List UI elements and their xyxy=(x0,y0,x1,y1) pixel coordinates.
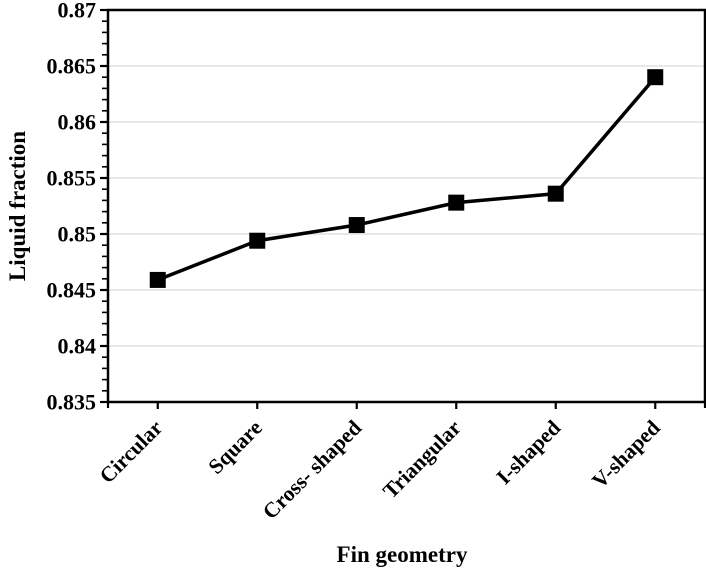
data-series-group xyxy=(149,69,664,288)
data-point-marker xyxy=(647,69,664,86)
data-point-marker xyxy=(149,271,166,288)
x-tick-label: I-shaped xyxy=(492,416,566,490)
y-axis-ticks-group xyxy=(100,8,108,404)
x-tick-label: V-shaped xyxy=(587,416,665,494)
y-tick-label: 0.855 xyxy=(47,166,97,191)
y-tick-label: 0.86 xyxy=(58,110,97,135)
y-tick-label: 0.85 xyxy=(58,222,97,247)
y-tick-label: 0.84 xyxy=(58,334,97,359)
y-tick-label: 0.865 xyxy=(47,54,97,79)
y-tick-label: 0.87 xyxy=(58,0,97,23)
x-tick-label: Circular xyxy=(95,415,168,488)
y-axis-title: Liquid fraction xyxy=(5,131,30,281)
x-tick-label: Cross- shaped xyxy=(258,416,366,524)
data-point-marker xyxy=(348,217,365,234)
data-point-marker xyxy=(448,194,465,211)
x-axis-ticks-group xyxy=(106,402,706,409)
series-line xyxy=(157,76,657,282)
gridlines-group xyxy=(108,65,705,347)
data-point-marker xyxy=(547,185,564,202)
data-point-marker xyxy=(249,232,266,249)
x-tick-label: Triangular xyxy=(378,415,466,503)
plot-frame xyxy=(106,8,706,404)
y-tick-label: 0.845 xyxy=(47,278,97,303)
x-axis-title: Fin geometry xyxy=(337,542,468,567)
y-tick-label: 0.835 xyxy=(47,390,97,415)
x-tick-label: Square xyxy=(204,416,267,479)
plot-border xyxy=(106,8,706,404)
y-tick-labels-group: 0.835 0.84 0.845 0.85 0.855 0.86 0.865 0.87 xyxy=(47,0,97,415)
